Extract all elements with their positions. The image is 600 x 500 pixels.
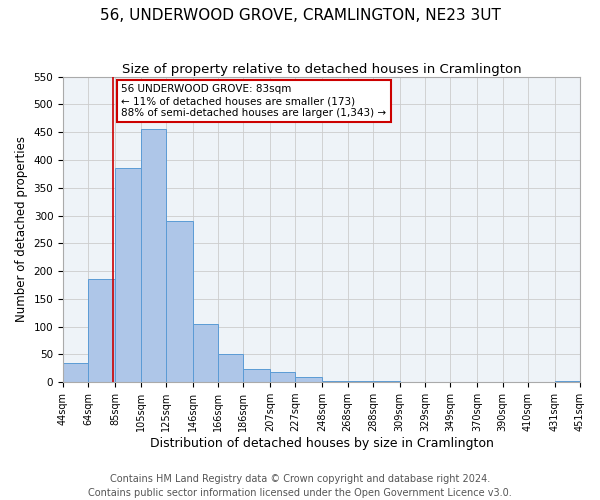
Text: Contains HM Land Registry data © Crown copyright and database right 2024.
Contai: Contains HM Land Registry data © Crown c… xyxy=(88,474,512,498)
Bar xyxy=(140,130,166,382)
Bar xyxy=(193,324,218,382)
Y-axis label: Number of detached properties: Number of detached properties xyxy=(15,136,28,322)
Bar xyxy=(88,280,115,382)
Text: 56, UNDERWOOD GROVE, CRAMLINGTON, NE23 3UT: 56, UNDERWOOD GROVE, CRAMLINGTON, NE23 3… xyxy=(100,8,500,22)
Bar xyxy=(218,354,244,382)
Bar xyxy=(244,370,270,382)
Bar xyxy=(554,381,580,382)
Bar xyxy=(270,372,295,382)
Bar xyxy=(63,363,88,382)
X-axis label: Distribution of detached houses by size in Cramlington: Distribution of detached houses by size … xyxy=(149,437,493,450)
Bar xyxy=(166,221,193,382)
Bar xyxy=(295,376,322,382)
Title: Size of property relative to detached houses in Cramlington: Size of property relative to detached ho… xyxy=(122,62,521,76)
Bar xyxy=(373,381,400,382)
Bar xyxy=(347,381,373,382)
Text: 56 UNDERWOOD GROVE: 83sqm
← 11% of detached houses are smaller (173)
88% of semi: 56 UNDERWOOD GROVE: 83sqm ← 11% of detac… xyxy=(121,84,386,117)
Bar xyxy=(322,381,347,382)
Bar xyxy=(115,168,140,382)
